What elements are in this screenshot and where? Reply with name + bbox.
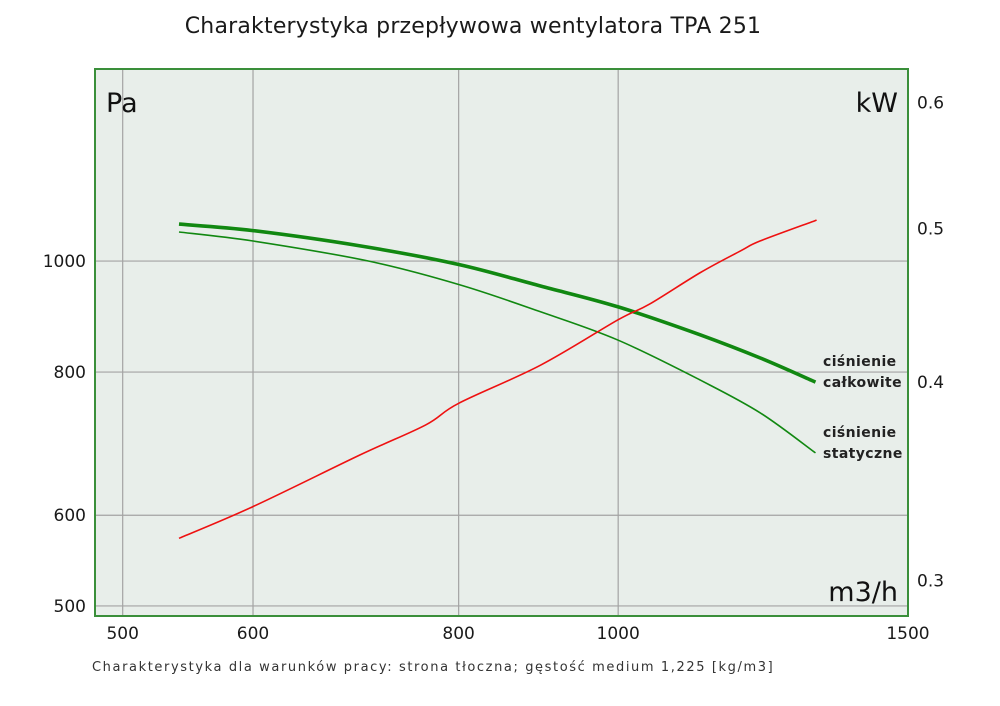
y-right-tick-label: 0.5 (917, 219, 944, 239)
chart-title: Charakterystyka przepływowa wentylatora … (184, 14, 762, 39)
y-right-tick-label: 0.3 (917, 572, 944, 592)
y-left-tick-label: 500 (54, 597, 86, 617)
series-labels: ciśnienie całkowite ciśnienie statyczne (823, 354, 903, 462)
static-pressure-label: ciśnienie statyczne (823, 425, 903, 462)
y-left-unit-label: Pa (106, 88, 138, 119)
series-label-line: całkowite (823, 375, 902, 391)
series-label-line: ciśnienie (823, 354, 897, 370)
y-right-tick-label: 0.6 (917, 94, 944, 114)
static-pressure-curve (178, 231, 816, 454)
plot-area (95, 69, 908, 616)
y-right-tick-label: 0.4 (917, 373, 944, 393)
series-layer (178, 219, 817, 540)
series-label-line: statyczne (823, 446, 903, 462)
plot-border (94, 68, 909, 617)
total-pressure-label: ciśnienie całkowite (823, 354, 902, 391)
x-tick-label: 1000 (597, 624, 640, 644)
series-label-line: ciśnienie (823, 425, 897, 441)
y-left-tick-label: 800 (54, 363, 86, 383)
y-left-tick-label: 1000 (43, 252, 86, 272)
total-pressure-curve (178, 222, 817, 384)
x-tick-label: 600 (237, 624, 269, 644)
x-tick-label: 500 (106, 624, 138, 644)
y-left-tick-label: 600 (54, 506, 86, 526)
x-tick-labels: 500 600 800 1000 1500 (106, 624, 929, 644)
x-tick-label: 1500 (886, 624, 929, 644)
chart-footnote: Charakterystyka dla warunków pracy: stro… (92, 660, 775, 675)
y-right-unit-label: kW (856, 88, 898, 119)
x-tick-label: 800 (442, 624, 474, 644)
x-unit-label: m3/h (828, 577, 898, 608)
power-curve (178, 219, 817, 540)
y-right-tick-labels: 0.3 0.4 0.5 0.6 (917, 94, 944, 592)
y-left-tick-labels: 500 600 800 1000 (43, 252, 86, 617)
gridlines (95, 69, 908, 616)
